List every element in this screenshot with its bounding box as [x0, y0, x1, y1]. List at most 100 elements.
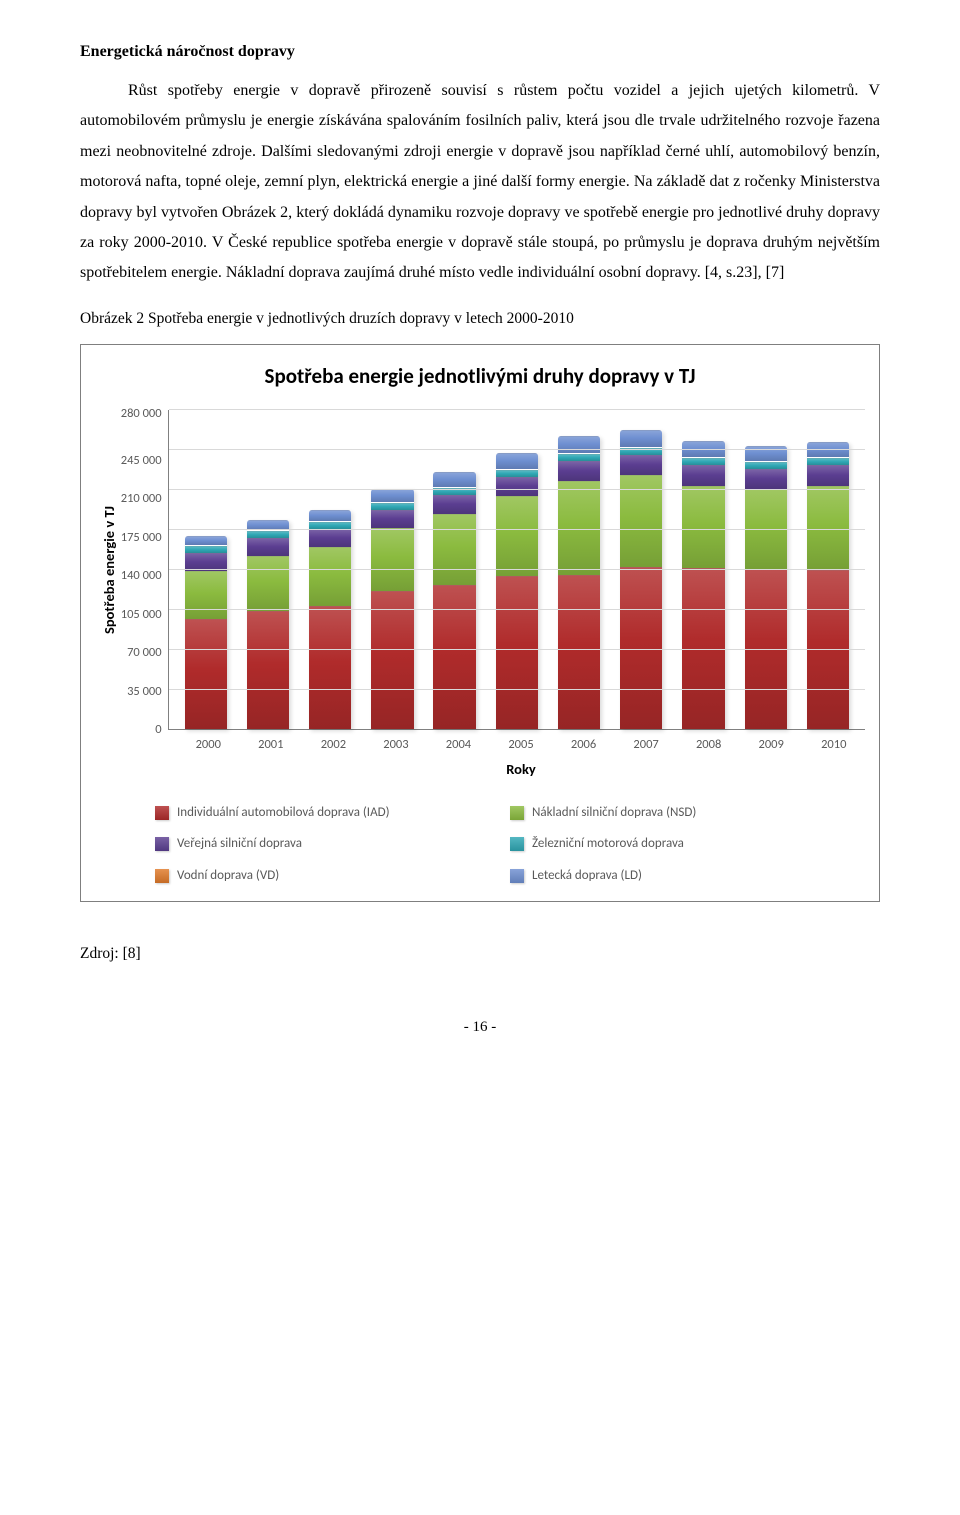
- legend-label: Železniční motorová doprava: [532, 834, 684, 854]
- bar-segment: [433, 514, 475, 585]
- bar-segment: [745, 462, 787, 469]
- legend-item: Individuální automobilová doprava (IAD): [155, 803, 490, 823]
- y-tick-label: 105 000: [121, 609, 162, 622]
- bar-segment: [309, 522, 351, 529]
- legend-swatch: [155, 837, 169, 851]
- legend-label: Individuální automobilová doprava (IAD): [177, 803, 390, 823]
- legend-item: Vodní doprava (VD): [155, 866, 490, 886]
- legend-label: Letecká doprava (LD): [532, 866, 642, 886]
- bar-column: [797, 410, 859, 729]
- x-axis-label: Roky: [177, 759, 865, 781]
- bar-segment: [185, 571, 227, 619]
- x-tick-label: 2005: [490, 736, 553, 755]
- y-tick-label: 280 000: [121, 408, 162, 421]
- bar-segment: [558, 481, 600, 574]
- stacked-bar: [682, 441, 724, 729]
- x-tick-label: 2003: [365, 736, 428, 755]
- bars-row: [169, 410, 865, 729]
- bar-segment: [433, 495, 475, 514]
- bar-segment: [433, 472, 475, 487]
- bar-segment: [496, 470, 538, 477]
- x-tick-label: 2006: [552, 736, 615, 755]
- bar-segment: [496, 477, 538, 496]
- bar-segment: [807, 458, 849, 465]
- bar-segment: [371, 528, 413, 591]
- y-tick-label: 35 000: [127, 686, 162, 699]
- y-tick-label: 70 000: [127, 647, 162, 660]
- section-heading: Energetická náročnost dopravy: [80, 40, 880, 64]
- x-axis-ticks: 2000200120022003200420052006200720082009…: [177, 736, 865, 755]
- x-tick-label: 2010: [802, 736, 865, 755]
- bar-segment: [247, 556, 289, 611]
- bar-segment: [247, 538, 289, 556]
- legend-item: Letecká doprava (LD): [510, 866, 845, 886]
- bar-segment: [496, 453, 538, 469]
- legend-swatch: [155, 869, 169, 883]
- page-number: - 16 -: [80, 1016, 880, 1039]
- grid-line: [169, 649, 865, 650]
- y-tick-label: 140 000: [121, 570, 162, 583]
- bar-segment: [185, 546, 227, 553]
- bar-column: [237, 410, 299, 729]
- legend-swatch: [510, 869, 524, 883]
- chart-plot-area: [168, 410, 865, 730]
- legend-swatch: [155, 806, 169, 820]
- bar-segment: [371, 489, 413, 502]
- grid-line: [169, 409, 865, 410]
- stacked-bar: [185, 536, 227, 730]
- legend-item: Železniční motorová doprava: [510, 834, 845, 854]
- bar-column: [175, 410, 237, 729]
- legend-swatch: [510, 806, 524, 820]
- x-tick-label: 2001: [240, 736, 303, 755]
- bar-segment: [558, 575, 600, 730]
- source-citation: Zdroj: [8]: [80, 942, 880, 965]
- bar-segment: [807, 486, 849, 570]
- bar-column: [548, 410, 610, 729]
- legend-item: Veřejná silniční doprava: [155, 834, 490, 854]
- bar-column: [610, 410, 672, 729]
- y-tick-label: 175 000: [121, 532, 162, 545]
- bar-segment: [185, 536, 227, 545]
- bar-segment: [745, 469, 787, 490]
- bar-segment: [682, 458, 724, 465]
- grid-line: [169, 489, 865, 490]
- bar-segment: [371, 510, 413, 528]
- bar-segment: [807, 465, 849, 486]
- grid-line: [169, 609, 865, 610]
- grid-line: [169, 689, 865, 690]
- x-tick-label: 2008: [677, 736, 740, 755]
- y-tick-label: 245 000: [121, 455, 162, 468]
- stacked-bar: [309, 510, 351, 730]
- bar-segment: [496, 496, 538, 576]
- chart-title: Spotřeba energie jednotlivými druhy dopr…: [95, 361, 865, 393]
- bar-segment: [247, 531, 289, 538]
- bar-segment: [620, 455, 662, 476]
- stacked-bar: [558, 436, 600, 730]
- bar-segment: [682, 486, 724, 568]
- stacked-bar: [247, 520, 289, 730]
- x-tick-label: 2004: [427, 736, 490, 755]
- y-tick-label: 210 000: [121, 493, 162, 506]
- bar-segment: [185, 619, 227, 730]
- bar-segment: [558, 454, 600, 461]
- body-paragraph: Růst spotřeby energie v dopravě přirozen…: [80, 76, 880, 289]
- chart-plot-row: Spotřeba energie v TJ 280 000245 000210 …: [95, 410, 865, 730]
- legend-label: Vodní doprava (VD): [177, 866, 279, 886]
- bar-column: [735, 410, 797, 729]
- grid-line: [169, 529, 865, 530]
- bar-segment: [309, 510, 351, 521]
- y-axis-ticks: 280 000 245 000 210 000 175 000 140 000 105 0…: [121, 410, 168, 730]
- stacked-bar: [620, 430, 662, 730]
- grid-line: [169, 449, 865, 450]
- grid-line: [169, 569, 865, 570]
- x-tick-label: 2009: [740, 736, 803, 755]
- bar-segment: [247, 611, 289, 729]
- bar-segment: [433, 585, 475, 730]
- x-tick-label: 2007: [615, 736, 678, 755]
- chart-container: Spotřeba energie jednotlivými druhy dopr…: [80, 344, 880, 903]
- legend-label: Veřejná silniční doprava: [177, 834, 302, 854]
- bar-column: [486, 410, 548, 729]
- bar-segment: [371, 591, 413, 730]
- bar-segment: [620, 430, 662, 447]
- bar-column: [299, 410, 361, 729]
